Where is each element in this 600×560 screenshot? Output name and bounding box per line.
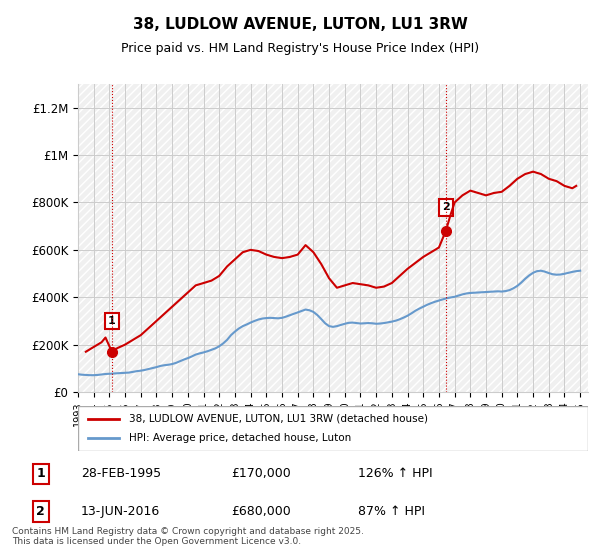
Text: 2: 2	[37, 505, 45, 518]
Text: HPI: Average price, detached house, Luton: HPI: Average price, detached house, Luto…	[129, 433, 351, 444]
Text: 28-FEB-1995: 28-FEB-1995	[81, 468, 161, 480]
FancyBboxPatch shape	[78, 84, 588, 392]
FancyBboxPatch shape	[78, 84, 588, 392]
Text: Price paid vs. HM Land Registry's House Price Index (HPI): Price paid vs. HM Land Registry's House …	[121, 42, 479, 55]
Text: Contains HM Land Registry data © Crown copyright and database right 2025.
This d: Contains HM Land Registry data © Crown c…	[12, 526, 364, 546]
Text: 1: 1	[108, 316, 116, 326]
FancyBboxPatch shape	[78, 406, 588, 451]
Text: 87% ↑ HPI: 87% ↑ HPI	[358, 505, 425, 518]
Text: 126% ↑ HPI: 126% ↑ HPI	[358, 468, 432, 480]
Text: £170,000: £170,000	[231, 468, 290, 480]
Text: 1: 1	[37, 468, 45, 480]
Text: 13-JUN-2016: 13-JUN-2016	[81, 505, 160, 518]
Text: 2: 2	[442, 202, 450, 212]
Text: £680,000: £680,000	[231, 505, 290, 518]
Text: 38, LUDLOW AVENUE, LUTON, LU1 3RW (detached house): 38, LUDLOW AVENUE, LUTON, LU1 3RW (detac…	[129, 413, 428, 423]
Text: 38, LUDLOW AVENUE, LUTON, LU1 3RW: 38, LUDLOW AVENUE, LUTON, LU1 3RW	[133, 17, 467, 32]
